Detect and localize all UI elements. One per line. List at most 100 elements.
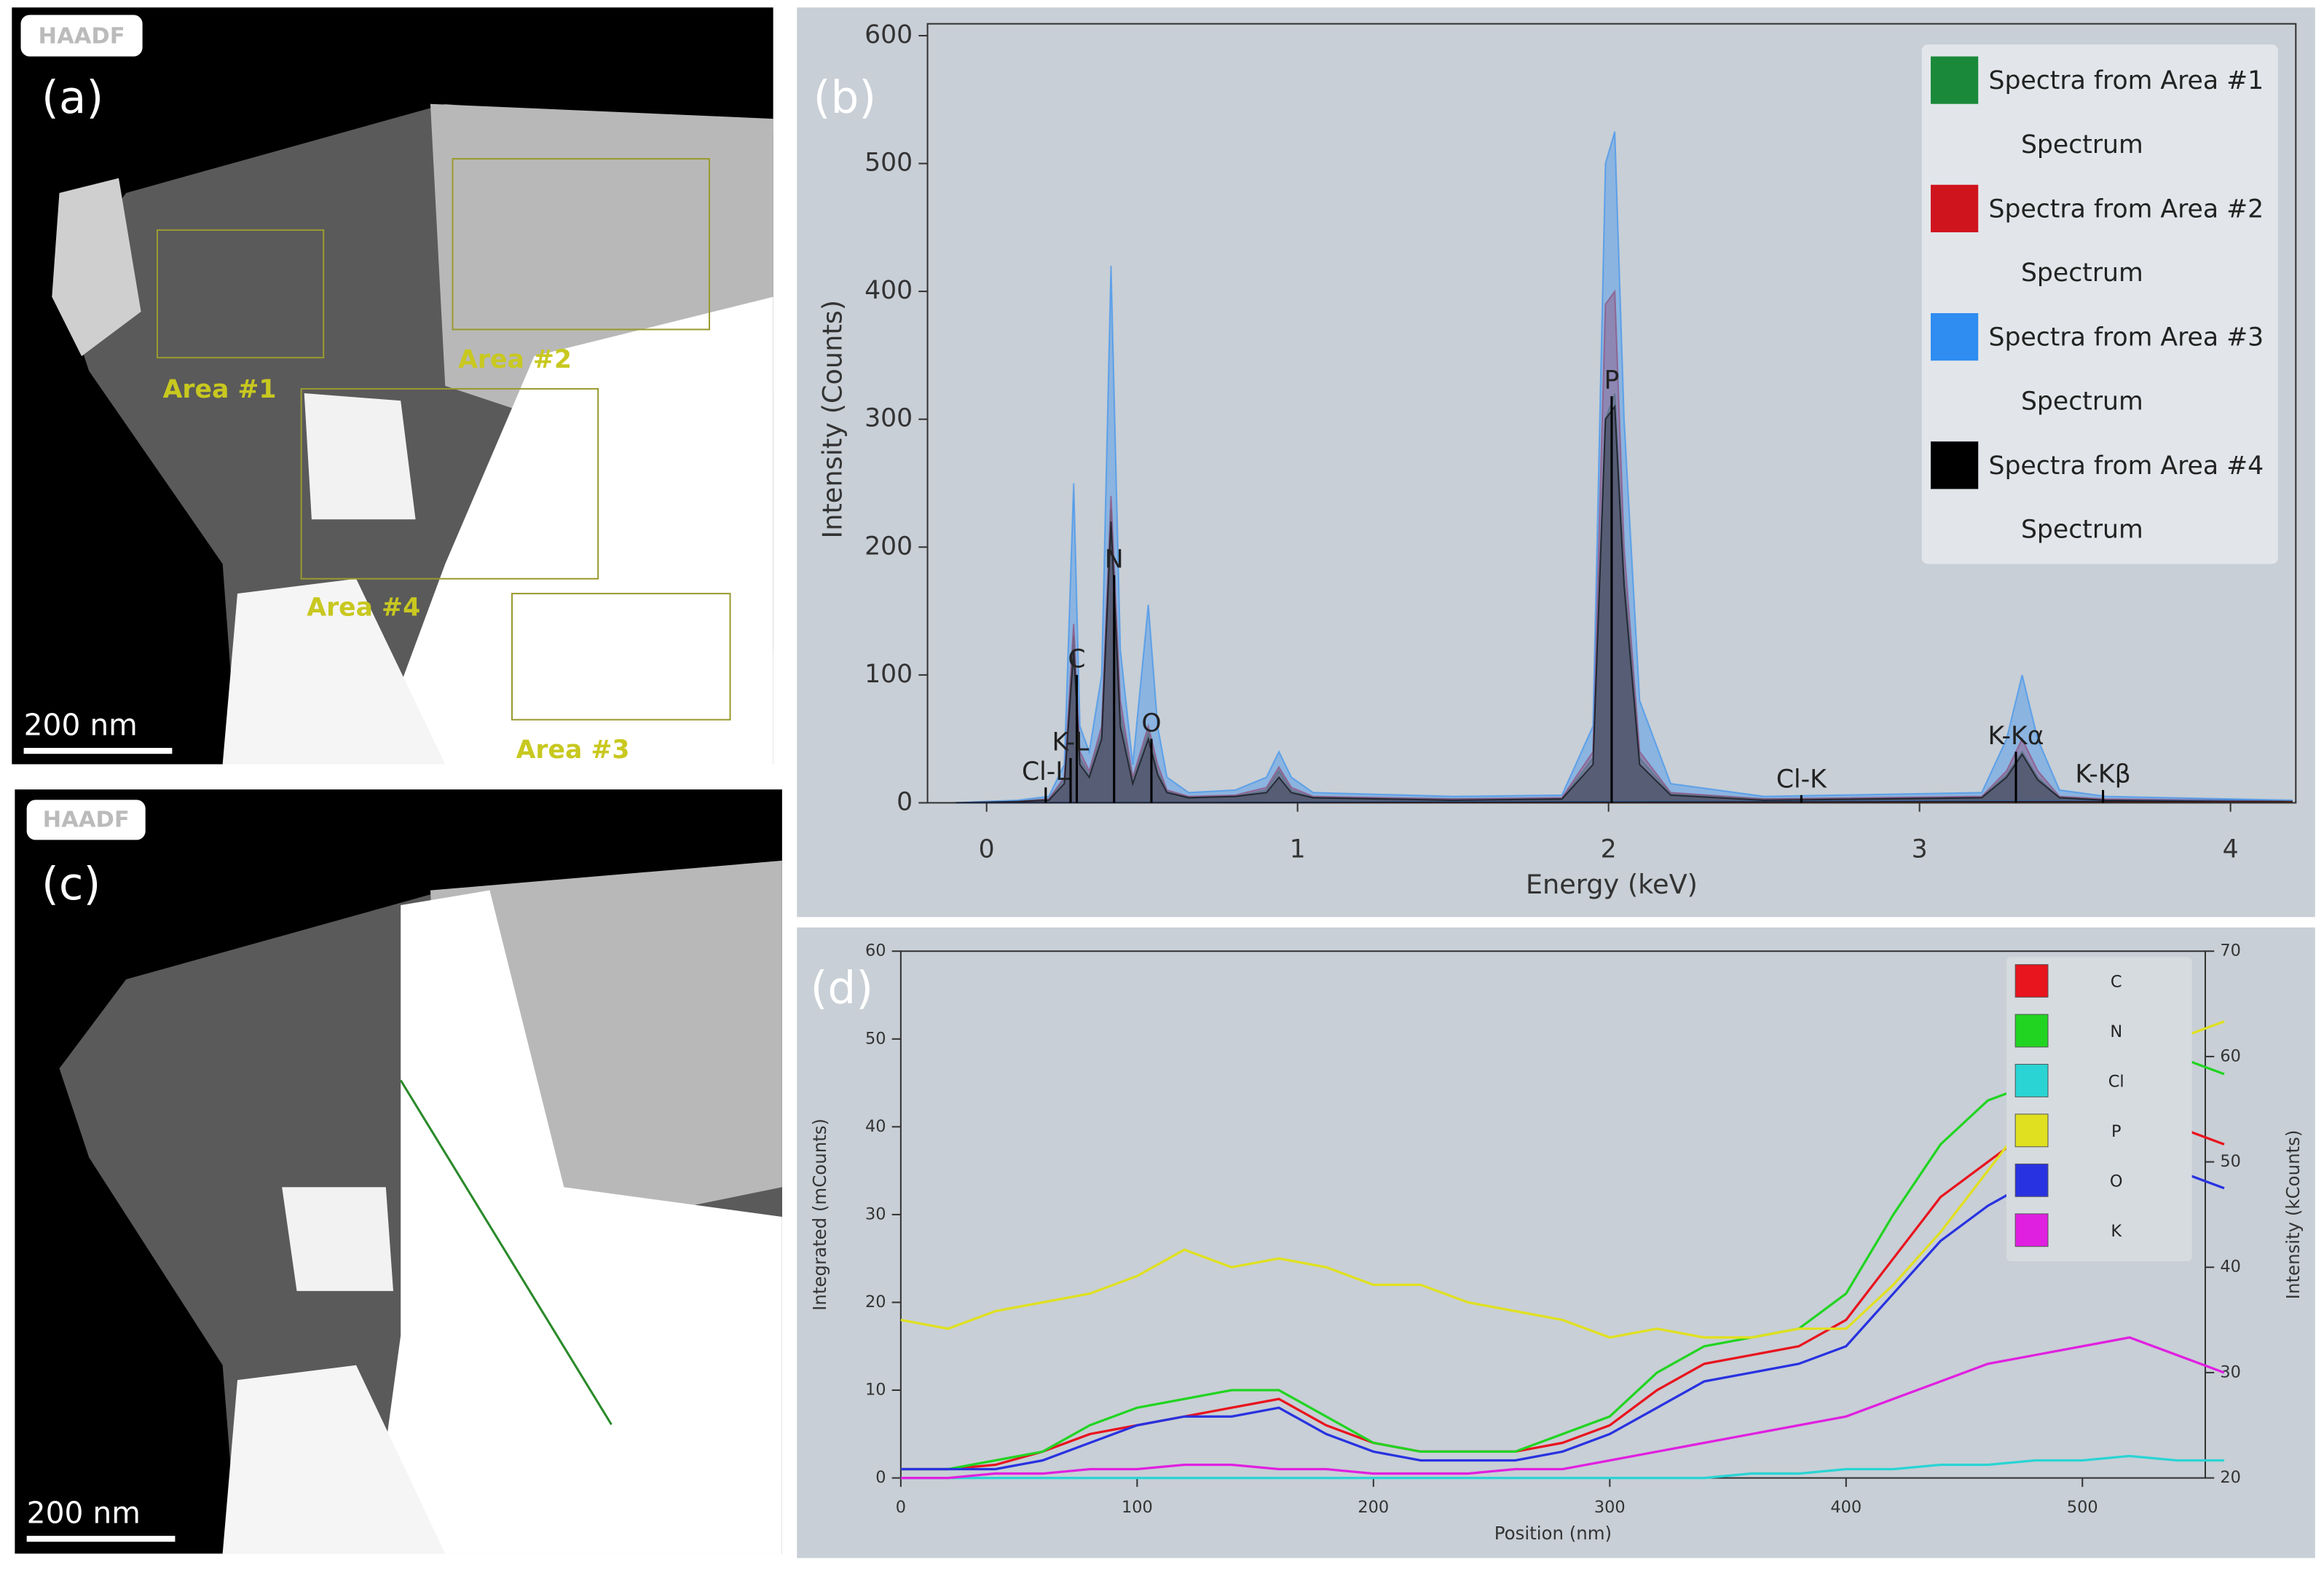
- area-box: [300, 387, 599, 580]
- y2-tick-label: 50: [2220, 1152, 2241, 1171]
- element-label: K-L: [1052, 728, 1090, 757]
- y2-tick-label: 40: [2220, 1258, 2241, 1277]
- x-tick-label: 300: [1594, 1498, 1626, 1517]
- element-label: Cl-K: [1776, 765, 1827, 794]
- legend-sublabel: Spectrum: [2021, 387, 2143, 416]
- y-tick-label: 60: [865, 942, 886, 960]
- legend-swatch: [2014, 1063, 2049, 1097]
- badge-text: HAADF: [43, 807, 130, 832]
- legend-label: C: [2111, 973, 2122, 992]
- x-tick-label: 3: [1912, 835, 1928, 864]
- scale-bar-label: 200 nm: [27, 1496, 141, 1531]
- legend-swatch: [2014, 1113, 2049, 1148]
- panel-label: (c): [42, 859, 101, 910]
- y-tick-label: 20: [865, 1293, 886, 1311]
- legend-box: [2006, 957, 2192, 1262]
- legend-sublabel: Spectrum: [2021, 130, 2143, 159]
- y-tick-label: 300: [864, 404, 913, 433]
- y-tick-label: 400: [864, 276, 913, 305]
- particle: [52, 178, 141, 357]
- y-tick-label: 500: [864, 149, 913, 178]
- y2-tick-label: 70: [2220, 942, 2241, 960]
- badge: [20, 15, 143, 57]
- x-tick-label: 500: [2067, 1498, 2098, 1517]
- element-label: N: [1105, 545, 1124, 575]
- element-label: P: [1604, 366, 1619, 395]
- legend-label: Spectra from Area #4: [1988, 451, 2264, 481]
- element-label: C: [1068, 644, 1085, 674]
- legend-sublabel: Spectrum: [2021, 516, 2143, 545]
- element-label: Cl-L: [1022, 757, 1070, 786]
- y-tick-label: 40: [865, 1117, 886, 1136]
- x-tick-label: 0: [896, 1498, 906, 1517]
- x-tick-label: 0: [979, 835, 995, 864]
- y-tick-label: 0: [875, 1468, 886, 1487]
- legend-swatch: [2014, 964, 2049, 998]
- area-label: Area #4: [307, 593, 420, 623]
- area-box: [452, 158, 711, 331]
- legend-label: N: [2110, 1022, 2122, 1041]
- y-tick-label: 0: [897, 787, 913, 816]
- legend-swatch: [1931, 184, 1979, 232]
- legend-sublabel: Spectrum: [2021, 259, 2143, 288]
- y-tick-label: 30: [865, 1204, 886, 1223]
- x-axis-label: Energy (keV): [1526, 869, 1698, 900]
- legend-swatch: [2014, 1213, 2049, 1247]
- spectrum-area: [955, 404, 2293, 804]
- panel-a: HAADF (a) Area #1 Area #2 Area #3 Area #…: [12, 7, 773, 765]
- particle: [282, 1187, 393, 1291]
- y-tick-label: 10: [865, 1381, 886, 1400]
- panel-label: (a): [42, 72, 103, 124]
- y-tick-label: 600: [864, 20, 913, 50]
- legend-label: P: [2111, 1122, 2122, 1141]
- y-axis-label: Integrated (mCounts): [809, 1119, 830, 1311]
- legend-box: [1921, 44, 2278, 564]
- scale-bar-label: 200 nm: [24, 708, 138, 743]
- area-label: Area #3: [516, 735, 630, 765]
- legend-swatch: [1931, 441, 1979, 489]
- spectrum-area: [955, 289, 2293, 804]
- area-box: [156, 229, 325, 359]
- panel-label: (d): [811, 963, 873, 1014]
- y2-tick-label: 20: [2220, 1468, 2241, 1487]
- x-tick-label: 400: [1830, 1498, 1862, 1517]
- line-scan: [399, 1079, 612, 1426]
- badge-text: HAADF: [39, 24, 125, 50]
- profile-line: [900, 1019, 2225, 1471]
- legend-label: Spectra from Area #3: [1988, 323, 2264, 352]
- profile-line: [900, 1454, 2224, 1480]
- x-tick-label: 100: [1122, 1498, 1153, 1517]
- y-tick-label: 50: [865, 1029, 886, 1048]
- particle: [222, 1365, 446, 1554]
- profile-line: [900, 1336, 2225, 1480]
- legend-label: O: [2110, 1172, 2123, 1191]
- panel-label: (b): [814, 72, 877, 124]
- x-tick-label: 4: [2223, 835, 2239, 864]
- y2-axis-label: Intensity (kCounts): [2282, 1130, 2304, 1300]
- y-tick-label: 100: [864, 660, 913, 689]
- legend-swatch: [1931, 56, 1979, 104]
- particle: [304, 393, 416, 520]
- badge: [26, 800, 146, 840]
- particle: [222, 578, 446, 765]
- spectrum-area: [955, 393, 2293, 804]
- legend-label: Spectra from Area #2: [1988, 194, 2264, 224]
- scale-bar: [26, 1536, 176, 1542]
- legend-swatch: [2014, 1163, 2049, 1197]
- area-label: Area #1: [163, 375, 277, 404]
- scale-bar: [23, 748, 173, 754]
- area-label: Area #2: [458, 345, 572, 374]
- area-box: [511, 593, 731, 721]
- specimen-white: [371, 296, 773, 765]
- x-tick-label: 2: [1601, 835, 1617, 864]
- profile-line: [900, 1160, 2225, 1471]
- legend-label: K: [2111, 1222, 2122, 1241]
- specimen-white: [371, 890, 782, 1554]
- spectrum-area: [955, 131, 2293, 804]
- element-label: O: [1141, 709, 1161, 738]
- x-tick-label: 200: [1358, 1498, 1389, 1517]
- panel-c: HAADF (c) 200 nm: [15, 789, 782, 1554]
- legend-swatch: [1931, 313, 1979, 361]
